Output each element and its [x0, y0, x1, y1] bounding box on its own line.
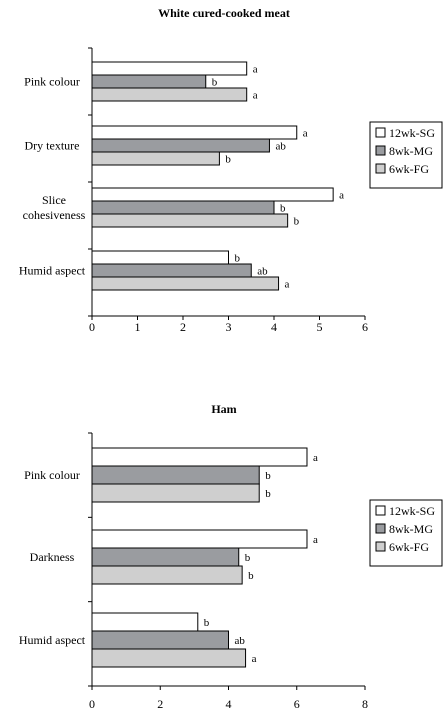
- meat-x-tick-label: 6: [362, 320, 368, 334]
- ham-bar: [91, 648, 247, 668]
- meat-x-tick-label: 4: [271, 320, 277, 334]
- meat-bar-significance-label: a: [285, 279, 290, 291]
- meat-bar-significance-label: b: [280, 203, 286, 215]
- meat-legend-swatch: [375, 163, 386, 174]
- ham-bar-significance-label: ab: [235, 635, 246, 647]
- meat-legend-label: 8wk-MG: [389, 144, 433, 158]
- ham-chart-title: Ham: [211, 402, 236, 416]
- ham-bar: [91, 529, 308, 549]
- ham-bar: [91, 565, 243, 585]
- meat-bar-significance-label: a: [253, 64, 258, 76]
- meat-bar-significance-label: ab: [257, 266, 268, 278]
- ham-category-label: Pink colour: [24, 468, 80, 482]
- ham-x-tick-label: 2: [157, 697, 163, 711]
- ham-bar: [91, 483, 260, 503]
- ham-category-label: Darkness: [30, 550, 75, 564]
- meat-category-label: Humid aspect: [19, 264, 86, 278]
- meat-x-tick-label: 1: [135, 320, 141, 334]
- meat-bar: [91, 200, 275, 215]
- meat-x-tick-label: 0: [89, 320, 95, 334]
- meat-bar: [91, 74, 207, 89]
- meat-bar: [91, 125, 298, 140]
- ham-bar-significance-label: a: [313, 534, 318, 546]
- meat-bar-significance-label: a: [303, 128, 308, 140]
- meat-x-tick-label: 3: [226, 320, 232, 334]
- meat-bar: [91, 276, 280, 291]
- meat-bar: [91, 213, 289, 228]
- ham-bar-significance-label: a: [313, 452, 318, 464]
- meat-chart-title: White cured-cooked meat: [158, 6, 290, 20]
- meat-category-label: Slice: [42, 193, 66, 207]
- meat-bar-significance-label: a: [253, 90, 258, 102]
- ham-legend-label: 12wk-SG: [389, 504, 435, 518]
- meat-bar: [91, 250, 229, 265]
- ham-bar-significance-label: b: [265, 488, 271, 500]
- meat-legend-swatch: [375, 127, 386, 138]
- meat-legend-label: 6wk-FG: [389, 162, 429, 176]
- meat-legend-swatch: [375, 145, 386, 156]
- meat-bar-significance-label: b: [225, 154, 231, 166]
- ham-legend-swatch: [375, 505, 386, 516]
- ham-x-tick-label: 4: [226, 697, 232, 711]
- ham-bar-significance-label: b: [204, 617, 210, 629]
- meat-bar-significance-label: a: [339, 190, 344, 202]
- meat-bar: [91, 87, 248, 102]
- ham-bar-significance-label: a: [252, 653, 257, 665]
- ham-x-tick-label: 6: [294, 697, 300, 711]
- meat-x-tick-label: 2: [180, 320, 186, 334]
- meat-x-tick-label: 5: [317, 320, 323, 334]
- meat-bar-significance-label: ab: [275, 141, 286, 153]
- ham-category-label: Humid aspect: [19, 633, 86, 647]
- meat-bar: [91, 61, 248, 76]
- meat-bar: [91, 151, 220, 166]
- meat-bar-significance-label: b: [294, 216, 300, 228]
- ham-legend-label: 6wk-FG: [389, 540, 429, 554]
- ham-bar: [91, 465, 260, 485]
- ham-legend-swatch: [375, 541, 386, 552]
- meat-category-label: Pink colour: [24, 75, 80, 89]
- ham-bar: [91, 547, 240, 567]
- ham-x-tick-label: 8: [362, 697, 368, 711]
- ham-bar: [91, 447, 308, 467]
- meat-category-label: cohesiveness: [23, 208, 86, 222]
- meat-bar: [91, 263, 252, 278]
- meat-bar-significance-label: b: [235, 253, 241, 265]
- ham-x-tick-label: 0: [89, 697, 95, 711]
- ham-legend-swatch: [375, 523, 386, 534]
- ham-bar-significance-label: b: [245, 552, 251, 564]
- meat-category-label: Dry texture: [25, 139, 80, 153]
- ham-bar-significance-label: b: [248, 570, 254, 582]
- ham-bar: [91, 612, 199, 632]
- meat-legend-label: 12wk-SG: [389, 126, 435, 140]
- meat-bar-significance-label: b: [212, 77, 218, 89]
- meat-bar: [91, 138, 270, 153]
- ham-legend-label: 8wk-MG: [389, 522, 433, 536]
- meat-bar: [91, 187, 334, 202]
- ham-bar-significance-label: b: [265, 470, 271, 482]
- ham-bar: [91, 630, 229, 650]
